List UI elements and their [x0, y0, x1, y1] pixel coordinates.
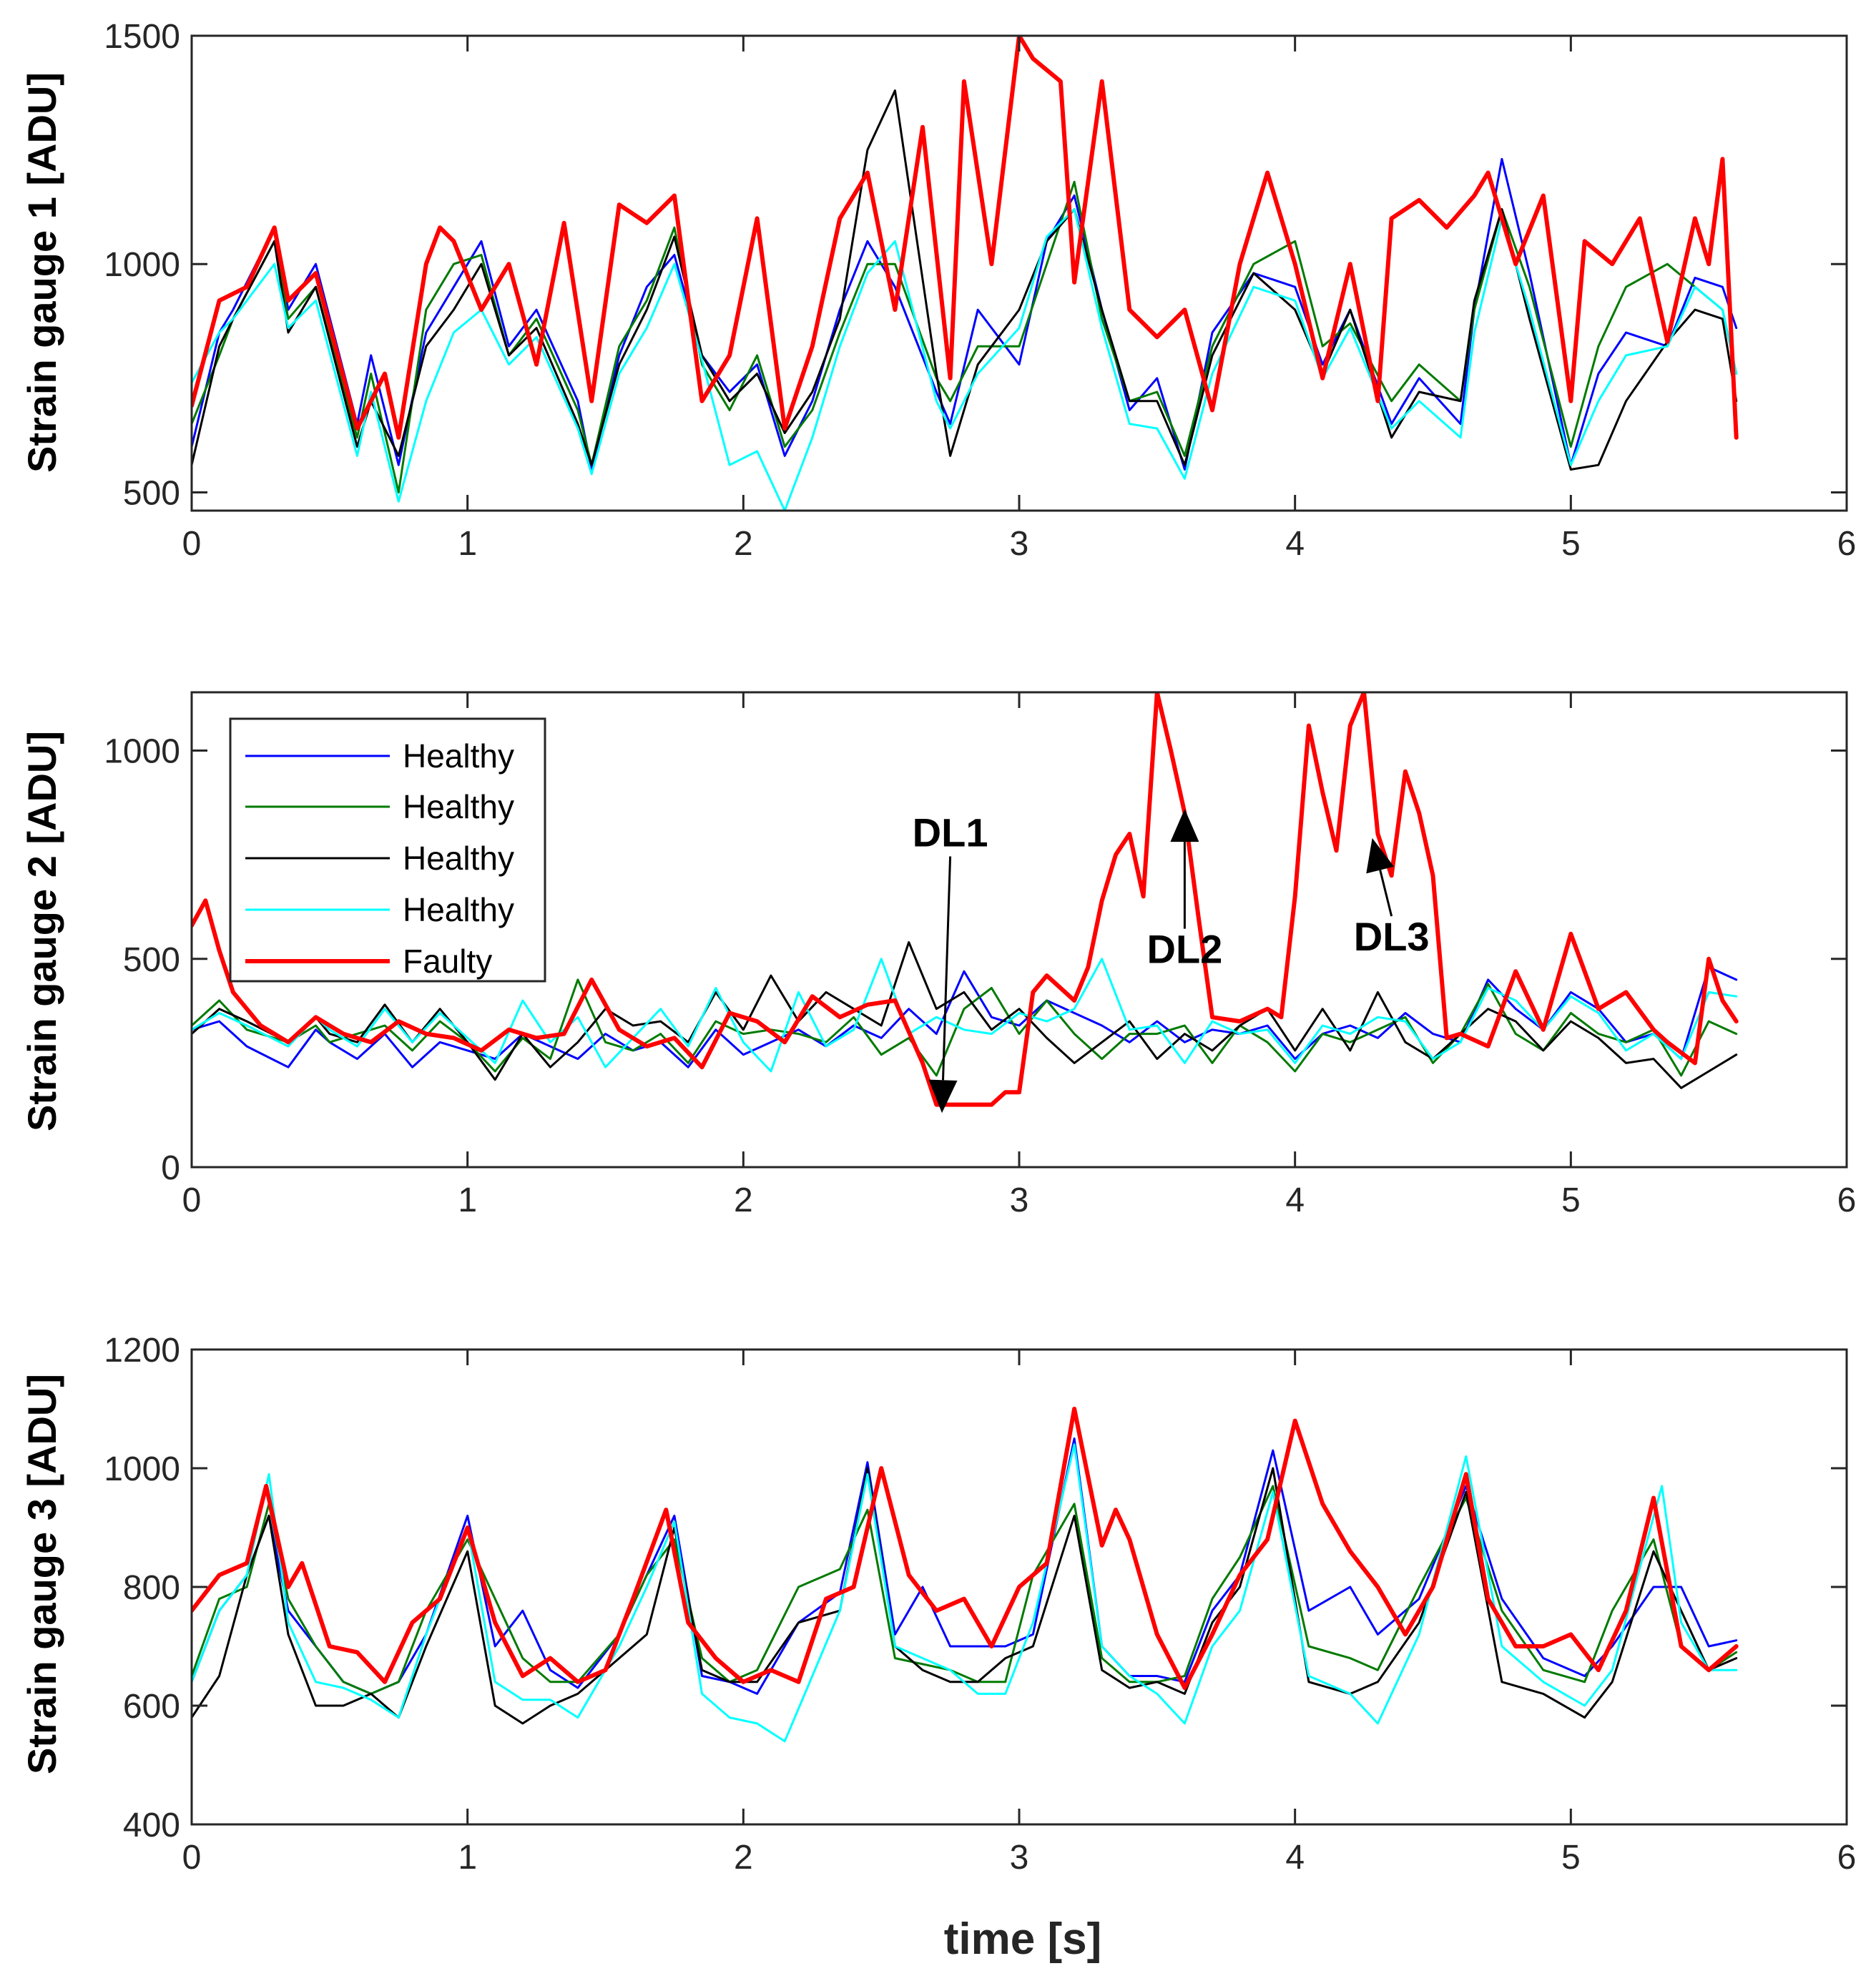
legend: Healthy Healthy Healthy Healthy Faulty	[229, 717, 546, 983]
annotation-dl3-label: DL3	[1354, 914, 1430, 959]
panel-3-ytick-label-1200: 1200	[104, 1332, 180, 1370]
panel-3-ytick-label-800: 800	[123, 1569, 180, 1607]
strain-gauge-1-panel: Strain gauge 1 [ADU] 0 1 2 3 4 5 6 500 1000 1500	[19, 18, 1856, 563]
panel-2-xtick-label-4: 4	[1285, 1181, 1305, 1219]
panel-1-ylabel: Strain gauge 1 [ADU]	[19, 72, 64, 473]
panel-2-ytick-label-1000: 1000	[104, 733, 180, 771]
panel-3-ytick-label-400: 400	[123, 1807, 180, 1844]
strain-gauge-3-panel: Strain gauge 3 [ADU] 0 1 2 3 4 5 6 400 600 800 100…	[19, 1332, 1856, 1877]
panel-3-xtick-label-0: 0	[182, 1839, 202, 1877]
panel-3-series-group	[192, 1407, 1739, 1743]
panel-1-xtick-label-5: 5	[1561, 525, 1581, 563]
panel-2-xtick-label-0: 0	[182, 1181, 202, 1219]
panel-1-xtick-label-0: 0	[182, 525, 202, 563]
panel-2-xtick-label-5: 5	[1561, 1181, 1581, 1219]
annotation-dl3-arrow-line	[1379, 870, 1393, 917]
annotation-dl1-arrow-line	[941, 856, 952, 1081]
legend-label-healthy-blue: Healthy	[403, 737, 514, 775]
panel-3-xtick-label-6: 6	[1837, 1839, 1857, 1877]
panel-2-xtick-label-1: 1	[458, 1181, 477, 1219]
panel-1-series-healthy-cyan	[192, 208, 1738, 511]
panel-3-ylabel: Strain gauge 3 [ADU]	[19, 1374, 64, 1774]
panel-2-xtick-label-2: 2	[734, 1181, 753, 1219]
panel-3-xtick-label-3: 3	[1010, 1839, 1029, 1877]
panel-3-series-healthy-black	[192, 1467, 1738, 1725]
panel-3-ytick-label-1000: 1000	[104, 1450, 180, 1488]
annotation-dl2-arrow-head	[1170, 809, 1199, 842]
x-axis-label: time [s]	[944, 1914, 1101, 1964]
panel-1-xtick-label-2: 2	[734, 525, 753, 563]
annotation-dl3-arrow-head	[1366, 837, 1395, 874]
legend-label-healthy-cyan: Healthy	[403, 891, 514, 928]
panel-2-xtick-label-6: 6	[1837, 1181, 1857, 1219]
panel-1-xtick-label-6: 6	[1837, 525, 1857, 563]
panel-1-xtick-label-4: 4	[1285, 525, 1305, 563]
legend-box	[229, 717, 546, 983]
annotation-dl2-label: DL2	[1147, 927, 1223, 972]
panel-2-series-faulty	[192, 692, 1739, 1107]
panel-3-xtick-label-1: 1	[458, 1839, 477, 1877]
panel-3-ytick-label-600: 600	[123, 1688, 180, 1726]
legend-label-healthy-green: Healthy	[403, 788, 514, 825]
panel-1-ytick-label-1500: 1500	[104, 18, 180, 56]
panel-2-xtick-label-3: 3	[1010, 1181, 1029, 1219]
panel-2-series-group	[192, 692, 1739, 1107]
panel-1-ytick-label-500: 500	[123, 474, 180, 512]
panel-3-series-healthy-cyan	[192, 1443, 1738, 1743]
panel-1-plot-area	[192, 36, 1847, 511]
panel-1-series-group	[192, 36, 1739, 511]
panel-1-series-healthy-black	[192, 89, 1738, 471]
annotation-dl1-arrow-head	[928, 1079, 958, 1114]
annotation-dl1-label: DL1	[913, 810, 988, 855]
panel-1-xtick-label-3: 3	[1010, 525, 1029, 563]
panel-3-xtick-label-5: 5	[1561, 1839, 1581, 1877]
panel-3-series-faulty	[192, 1407, 1739, 1691]
legend-label-healthy-black: Healthy	[403, 840, 514, 877]
panel-2-ytick-label-500: 500	[123, 941, 180, 979]
panel-3-xtick-label-4: 4	[1285, 1839, 1305, 1877]
panel-2-series-healthy-cyan	[192, 958, 1738, 1073]
panel-2-ylabel: Strain gauge 2 [ADU]	[19, 731, 64, 1131]
panel-1-xtick-label-1: 1	[458, 525, 477, 563]
panel-3-xtick-label-2: 2	[734, 1839, 753, 1877]
legend-label-faulty: Faulty	[403, 943, 492, 980]
panel-1-series-faulty	[192, 36, 1739, 440]
panel-1-ytick-label-1000: 1000	[104, 246, 180, 284]
panel-2-series-healthy-green	[192, 978, 1738, 1077]
panel-2-ytick-label-0: 0	[161, 1149, 180, 1187]
